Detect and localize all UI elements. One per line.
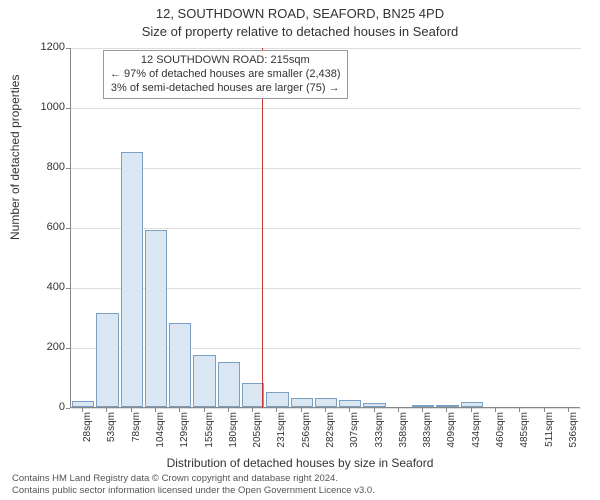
y-tick-label: 800 — [35, 161, 65, 173]
y-tick — [66, 168, 70, 169]
histogram-bar — [461, 402, 483, 407]
x-tick-label: 282sqm — [325, 412, 336, 472]
x-tick-label: 256sqm — [301, 412, 312, 472]
histogram-bar — [145, 230, 167, 407]
histogram-bar — [193, 355, 215, 408]
x-tick-label: 307sqm — [349, 412, 360, 472]
histogram-bar — [412, 405, 434, 407]
footer-line2: Contains public sector information licen… — [12, 485, 588, 496]
histogram-bar — [266, 392, 288, 407]
x-tick-label: 409sqm — [446, 412, 457, 472]
x-tick-label: 485sqm — [519, 412, 530, 472]
y-axis-label: Number of detached properties — [8, 75, 22, 240]
histogram-bar — [218, 362, 240, 407]
gridline — [71, 108, 581, 109]
histogram-bar — [169, 323, 191, 407]
gridline — [71, 168, 581, 169]
x-tick-label: 53sqm — [106, 412, 117, 472]
x-tick-label: 231sqm — [276, 412, 287, 472]
y-tick-label: 1000 — [35, 101, 65, 113]
gridline — [71, 228, 581, 229]
y-tick — [66, 108, 70, 109]
x-tick-label: 511sqm — [544, 412, 555, 472]
histogram-bar — [339, 400, 361, 408]
x-tick-label: 155sqm — [204, 412, 215, 472]
annotation-line3: 3% of semi-detached houses are larger (7… — [110, 82, 341, 96]
histogram-bar — [363, 403, 385, 408]
annotation-box: 12 SOUTHDOWN ROAD: 215sqm← 97% of detach… — [103, 50, 348, 99]
y-tick — [66, 408, 70, 409]
x-tick-label: 358sqm — [398, 412, 409, 472]
x-tick-label: 104sqm — [155, 412, 166, 472]
plot-area: 12 SOUTHDOWN ROAD: 215sqm← 97% of detach… — [70, 48, 580, 408]
histogram-bar — [315, 398, 337, 407]
y-tick-label: 600 — [35, 221, 65, 233]
annotation-line1: 12 SOUTHDOWN ROAD: 215sqm — [110, 54, 341, 68]
y-tick-label: 1200 — [35, 41, 65, 53]
x-tick-label: 129sqm — [179, 412, 190, 472]
footer-line1: Contains HM Land Registry data © Crown c… — [12, 473, 588, 484]
x-tick-label: 78sqm — [131, 412, 142, 472]
histogram-bar — [242, 383, 264, 407]
marker-line — [262, 48, 263, 408]
annotation-line2: ← 97% of detached houses are smaller (2,… — [110, 68, 341, 82]
x-tick-label: 205sqm — [252, 412, 263, 472]
x-tick-label: 333sqm — [374, 412, 385, 472]
histogram-bar — [121, 152, 143, 407]
x-tick-label: 383sqm — [422, 412, 433, 472]
y-tick — [66, 348, 70, 349]
gridline — [71, 408, 581, 409]
y-tick-label: 200 — [35, 341, 65, 353]
x-tick-label: 28sqm — [82, 412, 93, 472]
y-tick — [66, 228, 70, 229]
gridline — [71, 48, 581, 49]
x-tick-label: 536sqm — [568, 412, 579, 472]
y-tick-label: 400 — [35, 281, 65, 293]
x-tick-label: 180sqm — [228, 412, 239, 472]
footer-text: Contains HM Land Registry data © Crown c… — [12, 473, 588, 496]
chart-title-line1: 12, SOUTHDOWN ROAD, SEAFORD, BN25 4PD — [0, 6, 600, 21]
y-tick-label: 0 — [35, 401, 65, 413]
y-tick — [66, 288, 70, 289]
chart-title-line2: Size of property relative to detached ho… — [0, 24, 600, 39]
histogram-bar — [96, 313, 118, 408]
histogram-bar — [436, 405, 458, 407]
histogram-bar — [291, 398, 313, 407]
x-tick-label: 460sqm — [495, 412, 506, 472]
y-tick — [66, 48, 70, 49]
x-tick-label: 434sqm — [471, 412, 482, 472]
histogram-bar — [72, 401, 94, 407]
